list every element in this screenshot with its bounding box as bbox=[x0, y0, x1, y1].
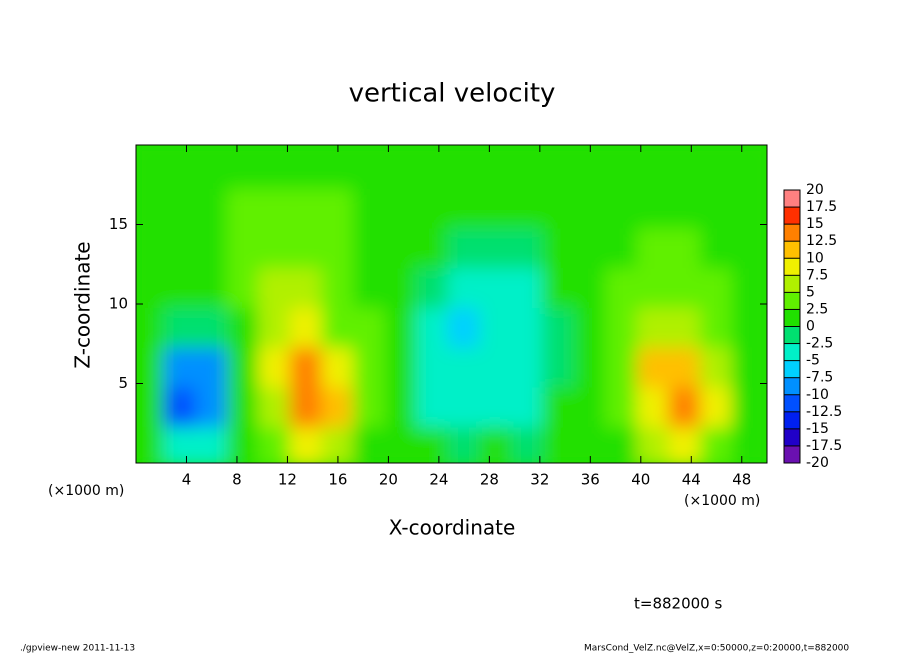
x-tick-label: 48 bbox=[732, 471, 751, 489]
time-label: t=882000 s bbox=[634, 595, 722, 613]
colorbar-swatch bbox=[784, 377, 800, 395]
colorbar-label: -5 bbox=[806, 353, 820, 369]
colorbar-label: 12.5 bbox=[806, 233, 837, 249]
x-tick-label: 20 bbox=[379, 471, 398, 489]
x-tick-label: 16 bbox=[328, 471, 347, 489]
y-axis-label: Z-coordinate bbox=[71, 241, 95, 368]
x-tick-label: 8 bbox=[232, 471, 242, 489]
footer-right: MarsCond_VelZ.nc@VelZ,x=0:50000,z=0:2000… bbox=[584, 644, 849, 654]
colorbar-label: 2.5 bbox=[806, 301, 828, 317]
x-tick-label: 32 bbox=[530, 471, 549, 489]
colorbar-label: 10 bbox=[806, 250, 824, 266]
colorbar-label: 7.5 bbox=[806, 267, 828, 283]
colorbar-swatch bbox=[784, 394, 800, 412]
colorbar-label: 20 bbox=[806, 182, 824, 198]
colorbar-swatch bbox=[784, 326, 800, 344]
colorbar-swatch bbox=[784, 190, 800, 208]
colorbar-label: -7.5 bbox=[806, 370, 833, 386]
y-tick-label: 5 bbox=[118, 374, 128, 392]
y-tick-label: 15 bbox=[109, 215, 128, 233]
x-tick-label: 24 bbox=[429, 471, 448, 489]
colorbar-label: 17.5 bbox=[806, 199, 837, 215]
heatmap-cells bbox=[136, 145, 767, 463]
colorbar-label: -17.5 bbox=[806, 438, 842, 454]
colorbar-swatch bbox=[784, 207, 800, 225]
colorbar-swatch bbox=[784, 343, 800, 361]
colorbar-label: -10 bbox=[806, 387, 829, 403]
y-tick-label: 10 bbox=[109, 295, 128, 313]
colorbar-swatch bbox=[784, 224, 800, 242]
colorbar-swatch bbox=[784, 428, 800, 446]
x-tick-label: 36 bbox=[581, 471, 600, 489]
heatmap-cell bbox=[731, 145, 767, 189]
colorbar-label: -20 bbox=[806, 455, 829, 471]
colorbar-swatch bbox=[784, 309, 800, 327]
x-tick-label: 12 bbox=[278, 471, 297, 489]
colorbar-label: -12.5 bbox=[806, 404, 842, 420]
chart-title: vertical velocity bbox=[349, 79, 556, 109]
x-unit-label: (×1000 m) bbox=[684, 493, 760, 509]
plot-area bbox=[136, 145, 767, 463]
x-axis-label: X-coordinate bbox=[389, 516, 516, 540]
colorbar-label: -15 bbox=[806, 421, 829, 437]
colorbar-swatch bbox=[784, 360, 800, 378]
colorbar-label: 15 bbox=[806, 216, 824, 232]
x-tick-label: 44 bbox=[682, 471, 701, 489]
colorbar-swatch bbox=[784, 411, 800, 429]
y-unit-label: (×1000 m) bbox=[48, 483, 124, 499]
footer-left: ./gpview-new 2011-11-13 bbox=[20, 644, 135, 654]
colorbar-label: 5 bbox=[806, 284, 815, 300]
x-tick-label: 4 bbox=[182, 471, 192, 489]
x-tick-label: 28 bbox=[480, 471, 499, 489]
x-tick-label: 40 bbox=[631, 471, 650, 489]
colorbar-label: -2.5 bbox=[806, 336, 833, 352]
colorbar-label: 0 bbox=[806, 319, 815, 335]
colorbar-swatch bbox=[784, 258, 800, 276]
colorbar-swatch bbox=[784, 241, 800, 259]
colorbar-swatch bbox=[784, 292, 800, 310]
colorbar-swatch bbox=[784, 445, 800, 463]
colorbar-swatch bbox=[784, 275, 800, 293]
